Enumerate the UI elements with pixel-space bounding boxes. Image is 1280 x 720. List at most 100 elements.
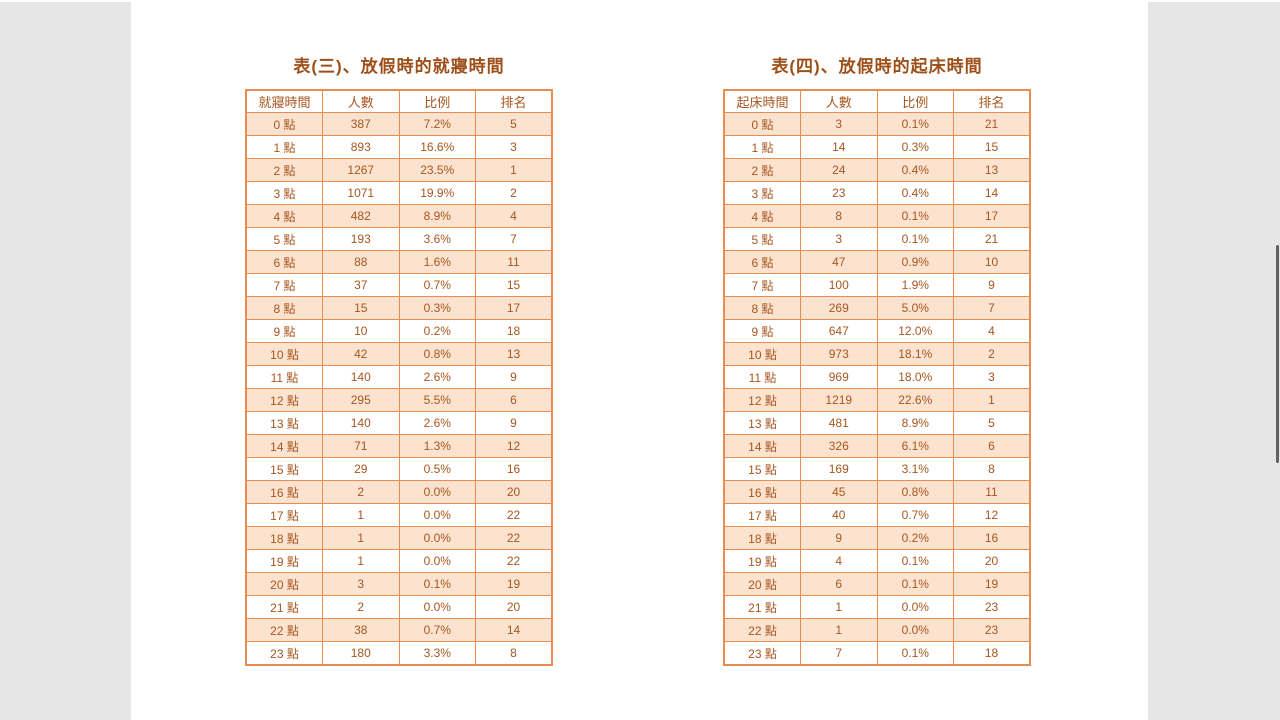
table-cell: 0.5%: [398, 457, 476, 481]
table-cell: 16 點: [245, 480, 323, 504]
table-cell: 16: [475, 457, 553, 481]
table-cell: 3 點: [723, 181, 801, 205]
table-cell: 1: [800, 595, 878, 619]
table-cell: 2: [953, 342, 1031, 366]
table-cell: 9: [953, 273, 1031, 297]
table-cell: 20 點: [245, 572, 323, 596]
table-cell: 0.0%: [876, 618, 954, 642]
table-cell: 5.0%: [876, 296, 954, 320]
table-cell: 7.2%: [398, 112, 476, 136]
table-cell: 1 點: [723, 135, 801, 159]
table-cell: 326: [800, 434, 878, 458]
table-cell: 140: [322, 411, 400, 435]
table-cell: 6.1%: [876, 434, 954, 458]
table-cell: 3.3%: [398, 641, 476, 666]
table-cell: 24: [800, 158, 878, 182]
table-cell: 0.8%: [876, 480, 954, 504]
table-cell: 71: [322, 434, 400, 458]
table-cell: 20: [953, 549, 1031, 573]
table-cell: 1219: [800, 388, 878, 412]
table-cell: 14: [475, 618, 553, 642]
table-cell: 2: [322, 595, 400, 619]
table-cell: 0.9%: [876, 250, 954, 274]
table-cell: 3: [953, 365, 1031, 389]
table-cell: 4 點: [245, 204, 323, 228]
table-cell: 5 點: [245, 227, 323, 251]
column-header: 起床時間: [723, 89, 801, 113]
table-cell: 3: [475, 135, 553, 159]
table-cell: 21: [953, 227, 1031, 251]
bedtime-table-title: 表(三)、放假時的就寢時間: [293, 57, 505, 76]
table-cell: 6 點: [245, 250, 323, 274]
table-cell: 17: [475, 296, 553, 320]
table-row: 9 點 10 0.2% 18: [245, 319, 553, 343]
column-header: 排名: [475, 89, 553, 113]
table-cell: 3 點: [245, 181, 323, 205]
table-cell: 140: [322, 365, 400, 389]
table-cell: 6: [475, 388, 553, 412]
table-cell: 0.4%: [876, 158, 954, 182]
table-cell: 7 點: [245, 273, 323, 297]
table-cell: 482: [322, 204, 400, 228]
column-header: 人數: [800, 89, 878, 113]
table-cell: 12: [475, 434, 553, 458]
table-cell: 2 點: [723, 158, 801, 182]
wakeup-table-title: 表(四)、放假時的起床時間: [771, 57, 983, 76]
table-cell: 8: [953, 457, 1031, 481]
table-cell: 29: [322, 457, 400, 481]
table-cell: 19 點: [245, 549, 323, 573]
table-cell: 973: [800, 342, 878, 366]
table-cell: 15 點: [723, 457, 801, 481]
table-row: 23 點 7 0.1% 18: [723, 641, 1031, 666]
table-cell: 12 點: [723, 388, 801, 412]
table-cell: 5.5%: [398, 388, 476, 412]
table-row: 11 點 140 2.6% 9: [245, 365, 553, 389]
table-cell: 2.6%: [398, 411, 476, 435]
table-cell: 1: [953, 388, 1031, 412]
table-cell: 7 點: [723, 273, 801, 297]
table-cell: 5: [953, 411, 1031, 435]
table-cell: 14 點: [723, 434, 801, 458]
table-row: 1 點 14 0.3% 15: [723, 135, 1031, 159]
table-cell: 12 點: [245, 388, 323, 412]
table-row: 17 點 1 0.0% 22: [245, 503, 553, 527]
table-cell: 18.1%: [876, 342, 954, 366]
table-cell: 0.0%: [876, 595, 954, 619]
table-cell: 14: [953, 181, 1031, 205]
table-cell: 3.1%: [876, 457, 954, 481]
table-cell: 19: [475, 572, 553, 596]
table-cell: 23 點: [245, 641, 323, 666]
table-cell: 14 點: [245, 434, 323, 458]
table-cell: 3: [322, 572, 400, 596]
table-row: 3 點 1071 19.9% 2: [245, 181, 553, 205]
table-cell: 1: [322, 503, 400, 527]
column-header: 比例: [398, 89, 476, 113]
table-cell: 20: [475, 595, 553, 619]
table-cell: 40: [800, 503, 878, 527]
vertical-scrollbar-thumb[interactable]: [1276, 245, 1279, 463]
table-cell: 8.9%: [876, 411, 954, 435]
table-cell: 2.6%: [398, 365, 476, 389]
table-cell: 15: [322, 296, 400, 320]
table-cell: 21 點: [723, 595, 801, 619]
table-row: 5 點 3 0.1% 21: [723, 227, 1031, 251]
table-cell: 12.0%: [876, 319, 954, 343]
wakeup-table: 起床時間 人數 比例 排名 0 點 3 0.1% 21 1 點 14 0.3% 15 2 點 24 0.4%…: [723, 89, 1031, 666]
table-cell: 0.2%: [398, 319, 476, 343]
table-row: 7 點 37 0.7% 15: [245, 273, 553, 297]
table-cell: 23.5%: [398, 158, 476, 182]
table-row: 1 點 893 16.6% 3: [245, 135, 553, 159]
table-cell: 11 點: [245, 365, 323, 389]
table-cell: 20 點: [723, 572, 801, 596]
table-row: 15 點 29 0.5% 16: [245, 457, 553, 481]
table-cell: 22 點: [723, 618, 801, 642]
table-cell: 9: [800, 526, 878, 550]
table-cell: 6: [800, 572, 878, 596]
table-cell: 0.7%: [398, 618, 476, 642]
table-cell: 15: [953, 135, 1031, 159]
table-cell: 16.6%: [398, 135, 476, 159]
table-row: 8 點 269 5.0% 7: [723, 296, 1031, 320]
table-cell: 23: [953, 618, 1031, 642]
table-cell: 1267: [322, 158, 400, 182]
table-row: 9 點 647 12.0% 4: [723, 319, 1031, 343]
